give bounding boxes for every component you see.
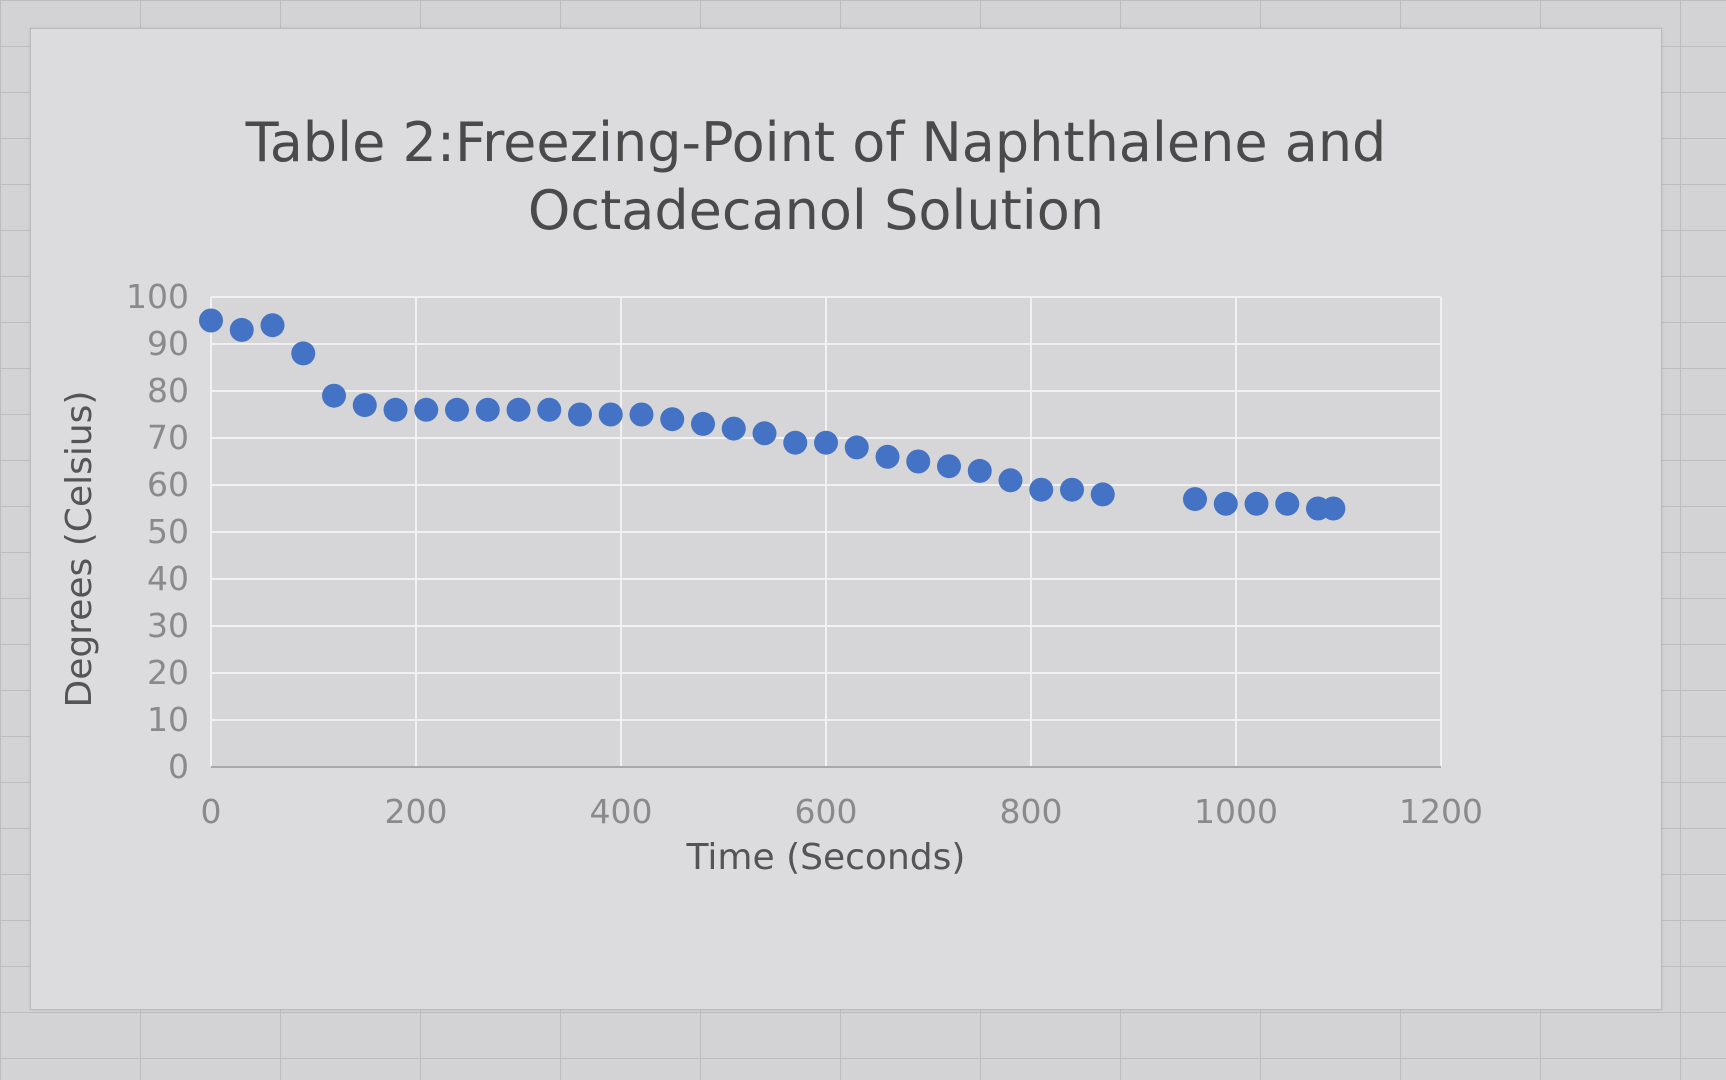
data-point-6: [383, 397, 408, 422]
data-point-33: [1275, 491, 1300, 516]
y-tick-label-2: 20: [147, 653, 189, 692]
y-tick-label-9: 90: [147, 324, 189, 363]
y-tick-label-7: 70: [147, 418, 189, 457]
x-tick-label-5: 1000: [1194, 792, 1278, 831]
y-tick-label-1: 10: [147, 700, 189, 739]
data-point-11: [537, 397, 562, 422]
data-point-17: [721, 416, 746, 441]
data-point-18: [752, 421, 777, 446]
data-point-19: [783, 430, 808, 455]
y-axis-title: Degrees (Celsius): [59, 391, 100, 708]
data-point-5: [352, 393, 377, 418]
data-point-0: [199, 308, 223, 333]
data-point-31: [1213, 491, 1238, 516]
data-point-35: [1321, 496, 1346, 521]
data-point-4: [322, 383, 346, 408]
data-point-9: [475, 397, 500, 422]
data-point-22: [875, 444, 900, 469]
x-tick-label-1: 200: [385, 792, 448, 831]
data-point-13: [598, 402, 623, 427]
data-point-3: [291, 341, 316, 366]
chart-area[interactable]: Table 2:Freezing-Point of Naphthalene an…: [30, 28, 1662, 1010]
data-point-27: [1029, 477, 1054, 502]
data-point-26: [998, 468, 1023, 493]
data-point-16: [691, 411, 715, 436]
chart-title-line-2: Octadecanol Solution: [528, 179, 1104, 242]
x-tick-label-4: 800: [1000, 792, 1063, 831]
chart-title-line-1: Table 2:Freezing-Point of Naphthalene an…: [245, 111, 1387, 174]
data-point-2: [260, 313, 285, 338]
data-point-12: [568, 402, 592, 427]
data-point-7: [414, 397, 439, 422]
data-point-23: [906, 449, 931, 474]
data-point-24: [937, 454, 961, 479]
y-tick-label-6: 60: [147, 465, 189, 504]
x-tick-label-3: 600: [795, 792, 858, 831]
y-tick-label-10: 100: [126, 277, 189, 316]
y-tick-label-5: 50: [147, 512, 189, 551]
y-tick-label-4: 40: [147, 559, 189, 598]
data-point-15: [660, 407, 685, 432]
grid-lines: [210, 296, 1442, 767]
x-tick-label-6: 1200: [1399, 792, 1483, 831]
x-axis-title: Time (Seconds): [686, 837, 966, 878]
data-point-32: [1244, 491, 1269, 516]
data-point-28: [1060, 477, 1084, 502]
data-point-20: [814, 430, 838, 455]
y-tick-label-8: 80: [147, 371, 189, 410]
data-point-14: [629, 402, 654, 427]
y-tick-label-0: 0: [168, 747, 189, 786]
data-point-29: [1090, 482, 1115, 507]
data-point-25: [967, 458, 992, 483]
data-point-10: [506, 397, 531, 422]
x-tick-label-2: 400: [590, 792, 653, 831]
data-point-8: [445, 397, 469, 422]
data-point-21: [844, 435, 869, 460]
data-point-30: [1183, 487, 1207, 512]
x-tick-label-0: 0: [201, 792, 222, 831]
data-points: [199, 308, 1346, 521]
data-point-1: [229, 317, 254, 342]
y-tick-label-3: 30: [147, 606, 189, 645]
scatter-chart: Table 2:Freezing-Point of Naphthalene an…: [59, 111, 1483, 878]
